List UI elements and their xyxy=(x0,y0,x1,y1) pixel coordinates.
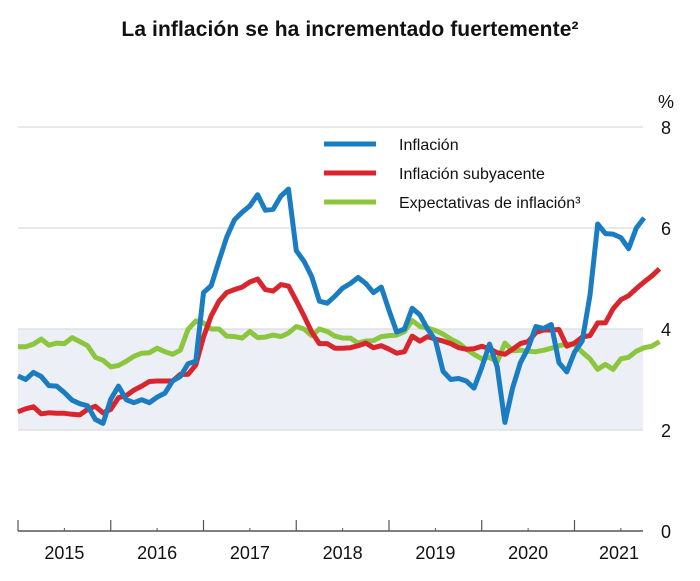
y-tick-label: 2 xyxy=(661,421,671,441)
legend-item-expectativas-inflacion: Expectativas de inflación³ xyxy=(324,195,581,212)
series-line-expectativas-inflacion xyxy=(18,317,661,372)
legend-item-inflacion: Inflación xyxy=(324,137,459,154)
y-axis: 0 2 4 6 8% xyxy=(658,92,674,542)
legend-item-inflacion-subyacente: Inflación subyacente xyxy=(324,166,545,183)
legend-label: Inflación subyacente xyxy=(399,166,545,183)
x-tick-label: 2019 xyxy=(415,543,455,563)
x-tick-label: 2018 xyxy=(323,543,363,563)
series-lines xyxy=(16,186,662,426)
x-tick-label: 2021 xyxy=(599,543,639,563)
y-tick-label: 4 xyxy=(661,320,671,340)
x-tick-label: 2016 xyxy=(137,543,177,563)
y-unit-label: % xyxy=(658,92,674,112)
legend: Inflación Inflación subyacente Expectativa… xyxy=(324,137,581,212)
x-tick-label: 2020 xyxy=(508,543,548,563)
y-tick-label: 8 xyxy=(661,118,671,138)
y-tick-label: 6 xyxy=(661,219,671,239)
x-tick-label: 2017 xyxy=(230,543,270,563)
legend-label: Inflación xyxy=(399,137,459,154)
legend-label: Expectativas de inflación³ xyxy=(399,195,581,212)
series-line-inflacion xyxy=(16,186,647,426)
y-tick-label: 0 xyxy=(661,522,671,542)
chart-title: La inflación se ha incrementado fuerteme… xyxy=(121,18,579,41)
x-axis: 2015 2016 2017 2018 2019 2020 2021 xyxy=(17,520,643,563)
x-tick-label: 2015 xyxy=(44,543,84,563)
